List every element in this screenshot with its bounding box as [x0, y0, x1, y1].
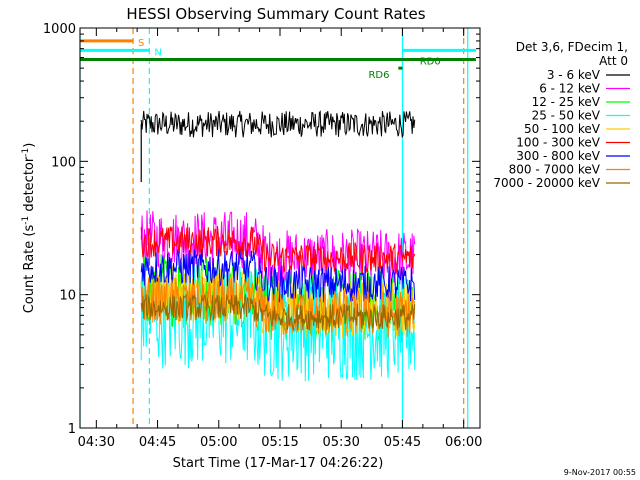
series-line-3 [140, 265, 416, 382]
y-axis-label: Count Rate (s-1 detector-1) [21, 143, 37, 314]
flag-label-1: N [154, 47, 161, 58]
x-tick-label: 05:30 [322, 435, 359, 450]
flag-label-4: RD6 [368, 70, 389, 81]
series-line-0 [140, 110, 416, 138]
plot-area: SN RD6 RD0 [79, 28, 476, 428]
y-tick-label: 10 [59, 289, 76, 304]
legend-label: 25 - 50 keV [532, 109, 601, 123]
legend-label: 6 - 12 keV [539, 82, 601, 96]
x-tick-label: 05:15 [261, 435, 298, 450]
series-line-7 [140, 275, 416, 337]
legend-label: 50 - 100 keV [524, 122, 601, 136]
legend-label: 100 - 300 keV [516, 136, 600, 150]
legend-label: 3 - 6 keV [547, 68, 601, 82]
timestamp: 9-Nov-2017 00:55 [564, 468, 636, 477]
plot-frame [79, 27, 481, 429]
legend-label: 300 - 800 keV [516, 149, 600, 163]
chart-title: HESSI Observing Summary Count Rates [126, 5, 425, 23]
series-line-1 [140, 210, 416, 288]
y-tick-label: 1 [68, 422, 76, 437]
series-line-8 [140, 293, 416, 332]
legend-label: 12 - 25 keV [532, 95, 601, 109]
x-tick-label: 05:45 [384, 435, 421, 450]
x-tick-label: 06:00 [445, 435, 482, 450]
y-tick-label: 1000 [43, 22, 76, 37]
flag-label-5: RD0 [420, 57, 441, 68]
x-tick-label: 05:00 [200, 435, 237, 450]
x-axis-label: Start Time (17-Mar-17 04:26:22) [173, 456, 384, 471]
x-tick-label: 04:30 [78, 435, 115, 450]
series-line-5 [140, 226, 416, 275]
legend-label: 800 - 7000 keV [509, 163, 601, 177]
legend-label: 7000 - 20000 keV [493, 176, 600, 190]
flag-label-0: S [138, 38, 144, 49]
legend-header-1: Det 3,6, FDecim 1, [516, 40, 628, 54]
legend-header-2: Att 0 [599, 54, 628, 68]
axes: 1 10 100 1000 04:30 04:45 05:00 05:15 05:30 05:45… [43, 22, 483, 450]
y-tick-label: 100 [51, 155, 76, 170]
x-tick-label: 04:45 [139, 435, 176, 450]
